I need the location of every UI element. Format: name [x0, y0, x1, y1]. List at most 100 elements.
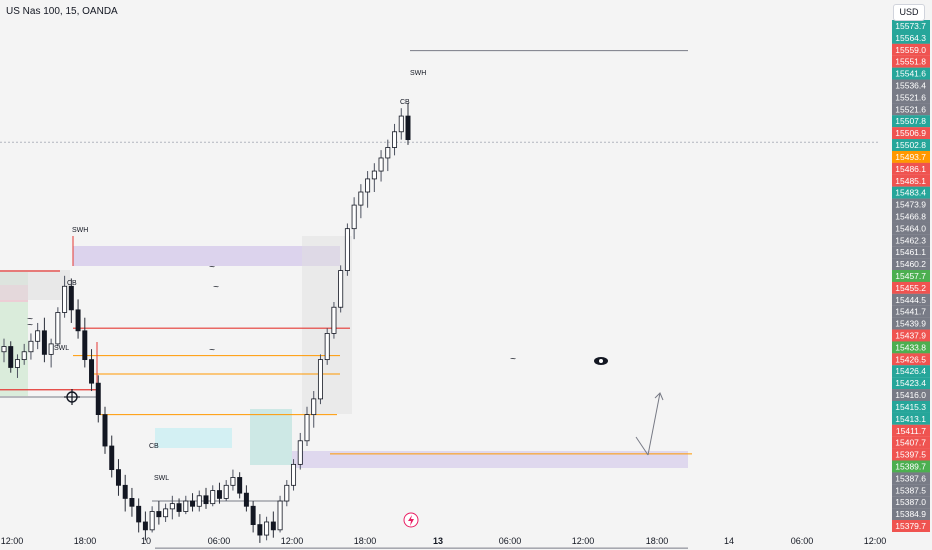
- price-label-bg: [892, 210, 930, 223]
- price-label-bg: [892, 115, 930, 128]
- price-label: 15551.8: [895, 57, 926, 67]
- price-label-bg: [892, 472, 930, 485]
- price-label: 15493.7: [895, 152, 926, 162]
- price-label: 15415.3: [895, 402, 926, 412]
- candle-body: [115, 469, 121, 486]
- annotation-cb: CB: [149, 443, 159, 450]
- tilde-mark: ~: [209, 262, 215, 273]
- time-label: 12:00: [1, 536, 24, 546]
- lightning-icon: [403, 512, 419, 528]
- eye-icon: [594, 357, 608, 365]
- annotation-swh: SWH: [410, 70, 426, 77]
- candle-body: [122, 484, 128, 499]
- price-label-bg: [892, 234, 930, 247]
- candle-body: [405, 115, 411, 141]
- candle-body: [270, 521, 276, 531]
- candle-body: [237, 477, 243, 494]
- projection-arrow: [647, 392, 661, 456]
- price-label-bg: [892, 198, 930, 211]
- projection-arrow: [635, 436, 649, 456]
- candle-body: [21, 351, 27, 361]
- price-label-bg: [892, 139, 930, 152]
- candle-body: [365, 178, 371, 193]
- time-label: 14: [724, 536, 734, 546]
- price-label: 15485.1: [895, 176, 926, 186]
- time-label: 12:00: [864, 536, 887, 546]
- candle-body: [385, 147, 391, 159]
- annotation-cb: CB: [67, 280, 77, 287]
- price-label: 15506.9: [895, 128, 926, 138]
- candle-body: [14, 359, 20, 368]
- price-label-bg: [892, 150, 930, 163]
- candle-body: [351, 204, 357, 230]
- price-label: 15462.3: [895, 235, 926, 245]
- price-label: 15416.0: [895, 390, 926, 400]
- candle-body: [102, 414, 108, 447]
- price-label-bg: [892, 520, 930, 532]
- price-label-bg: [892, 448, 930, 461]
- candle-body: [136, 505, 142, 523]
- candle-body: [398, 115, 404, 133]
- price-label: 15389.7: [895, 461, 926, 471]
- price-label: 15387.6: [895, 473, 926, 483]
- candle-body: [378, 157, 384, 172]
- candle-body: [324, 333, 330, 361]
- price-label-bg: [892, 389, 930, 402]
- price-label: 15387.5: [895, 485, 926, 495]
- zone-4: [155, 428, 232, 448]
- price-label-bg: [892, 258, 930, 271]
- price-label: 15457.7: [895, 271, 926, 281]
- annotation-swh: SWH: [72, 227, 88, 234]
- price-label: 15559.0: [895, 45, 926, 55]
- candle-body: [169, 503, 175, 510]
- candle-body: [8, 346, 14, 368]
- price-label-bg: [892, 460, 930, 473]
- candle-body: [196, 495, 202, 507]
- candle-body: [183, 500, 189, 512]
- candle-body: [358, 191, 364, 206]
- candle-body: [331, 306, 337, 334]
- time-label: 06:00: [791, 536, 814, 546]
- price-label-bg: [892, 79, 930, 92]
- time-axis: 12:00 18:00 10 06:00 12:00 18:00 13 06:00 12:00 1…: [1, 536, 887, 546]
- candle-body: [243, 492, 249, 507]
- candles: [1, 102, 411, 543]
- annotations: SWH CB SWH CB SWL CB SWL: [54, 70, 608, 528]
- price-label: 15521.6: [895, 92, 926, 102]
- time-label: 18:00: [354, 536, 377, 546]
- candle-body: [264, 521, 270, 536]
- candle-body: [176, 503, 182, 512]
- price-label-bg: [892, 317, 930, 330]
- price-label-bg: [892, 365, 930, 378]
- currency-button[interactable]: USD: [893, 4, 925, 21]
- tilde-mark: ~: [510, 354, 516, 365]
- price-label-bg: [892, 341, 930, 354]
- candle-body: [109, 445, 115, 471]
- price-label-bg: [892, 353, 930, 366]
- price-label: 15397.5: [895, 450, 926, 460]
- candle-body: [48, 343, 54, 355]
- tilde-mark: ~: [27, 320, 33, 331]
- price-label: 15439.9: [895, 319, 926, 329]
- price-label: 15483.4: [895, 188, 926, 198]
- tilde-mark: ~: [27, 314, 33, 325]
- candle-body: [28, 340, 34, 353]
- annotation-swl: SWL: [54, 345, 69, 352]
- zone-7: [292, 451, 688, 468]
- drawing-layer: [0, 236, 688, 468]
- price-label: 15455.2: [895, 283, 926, 293]
- price-label-bg: [892, 305, 930, 318]
- zone-3: [73, 246, 340, 266]
- time-label: 06:00: [499, 536, 522, 546]
- zone-6: [302, 236, 352, 414]
- tilde-mark: ~: [213, 282, 219, 293]
- price-label-bg: [892, 412, 930, 425]
- candle-body: [129, 498, 135, 507]
- price-label: 15423.4: [895, 378, 926, 388]
- time-label: 06:00: [208, 536, 231, 546]
- candle-body: [223, 484, 229, 499]
- price-label-bg: [892, 281, 930, 294]
- price-label: 15433.8: [895, 342, 926, 352]
- price-label-bg: [892, 293, 930, 306]
